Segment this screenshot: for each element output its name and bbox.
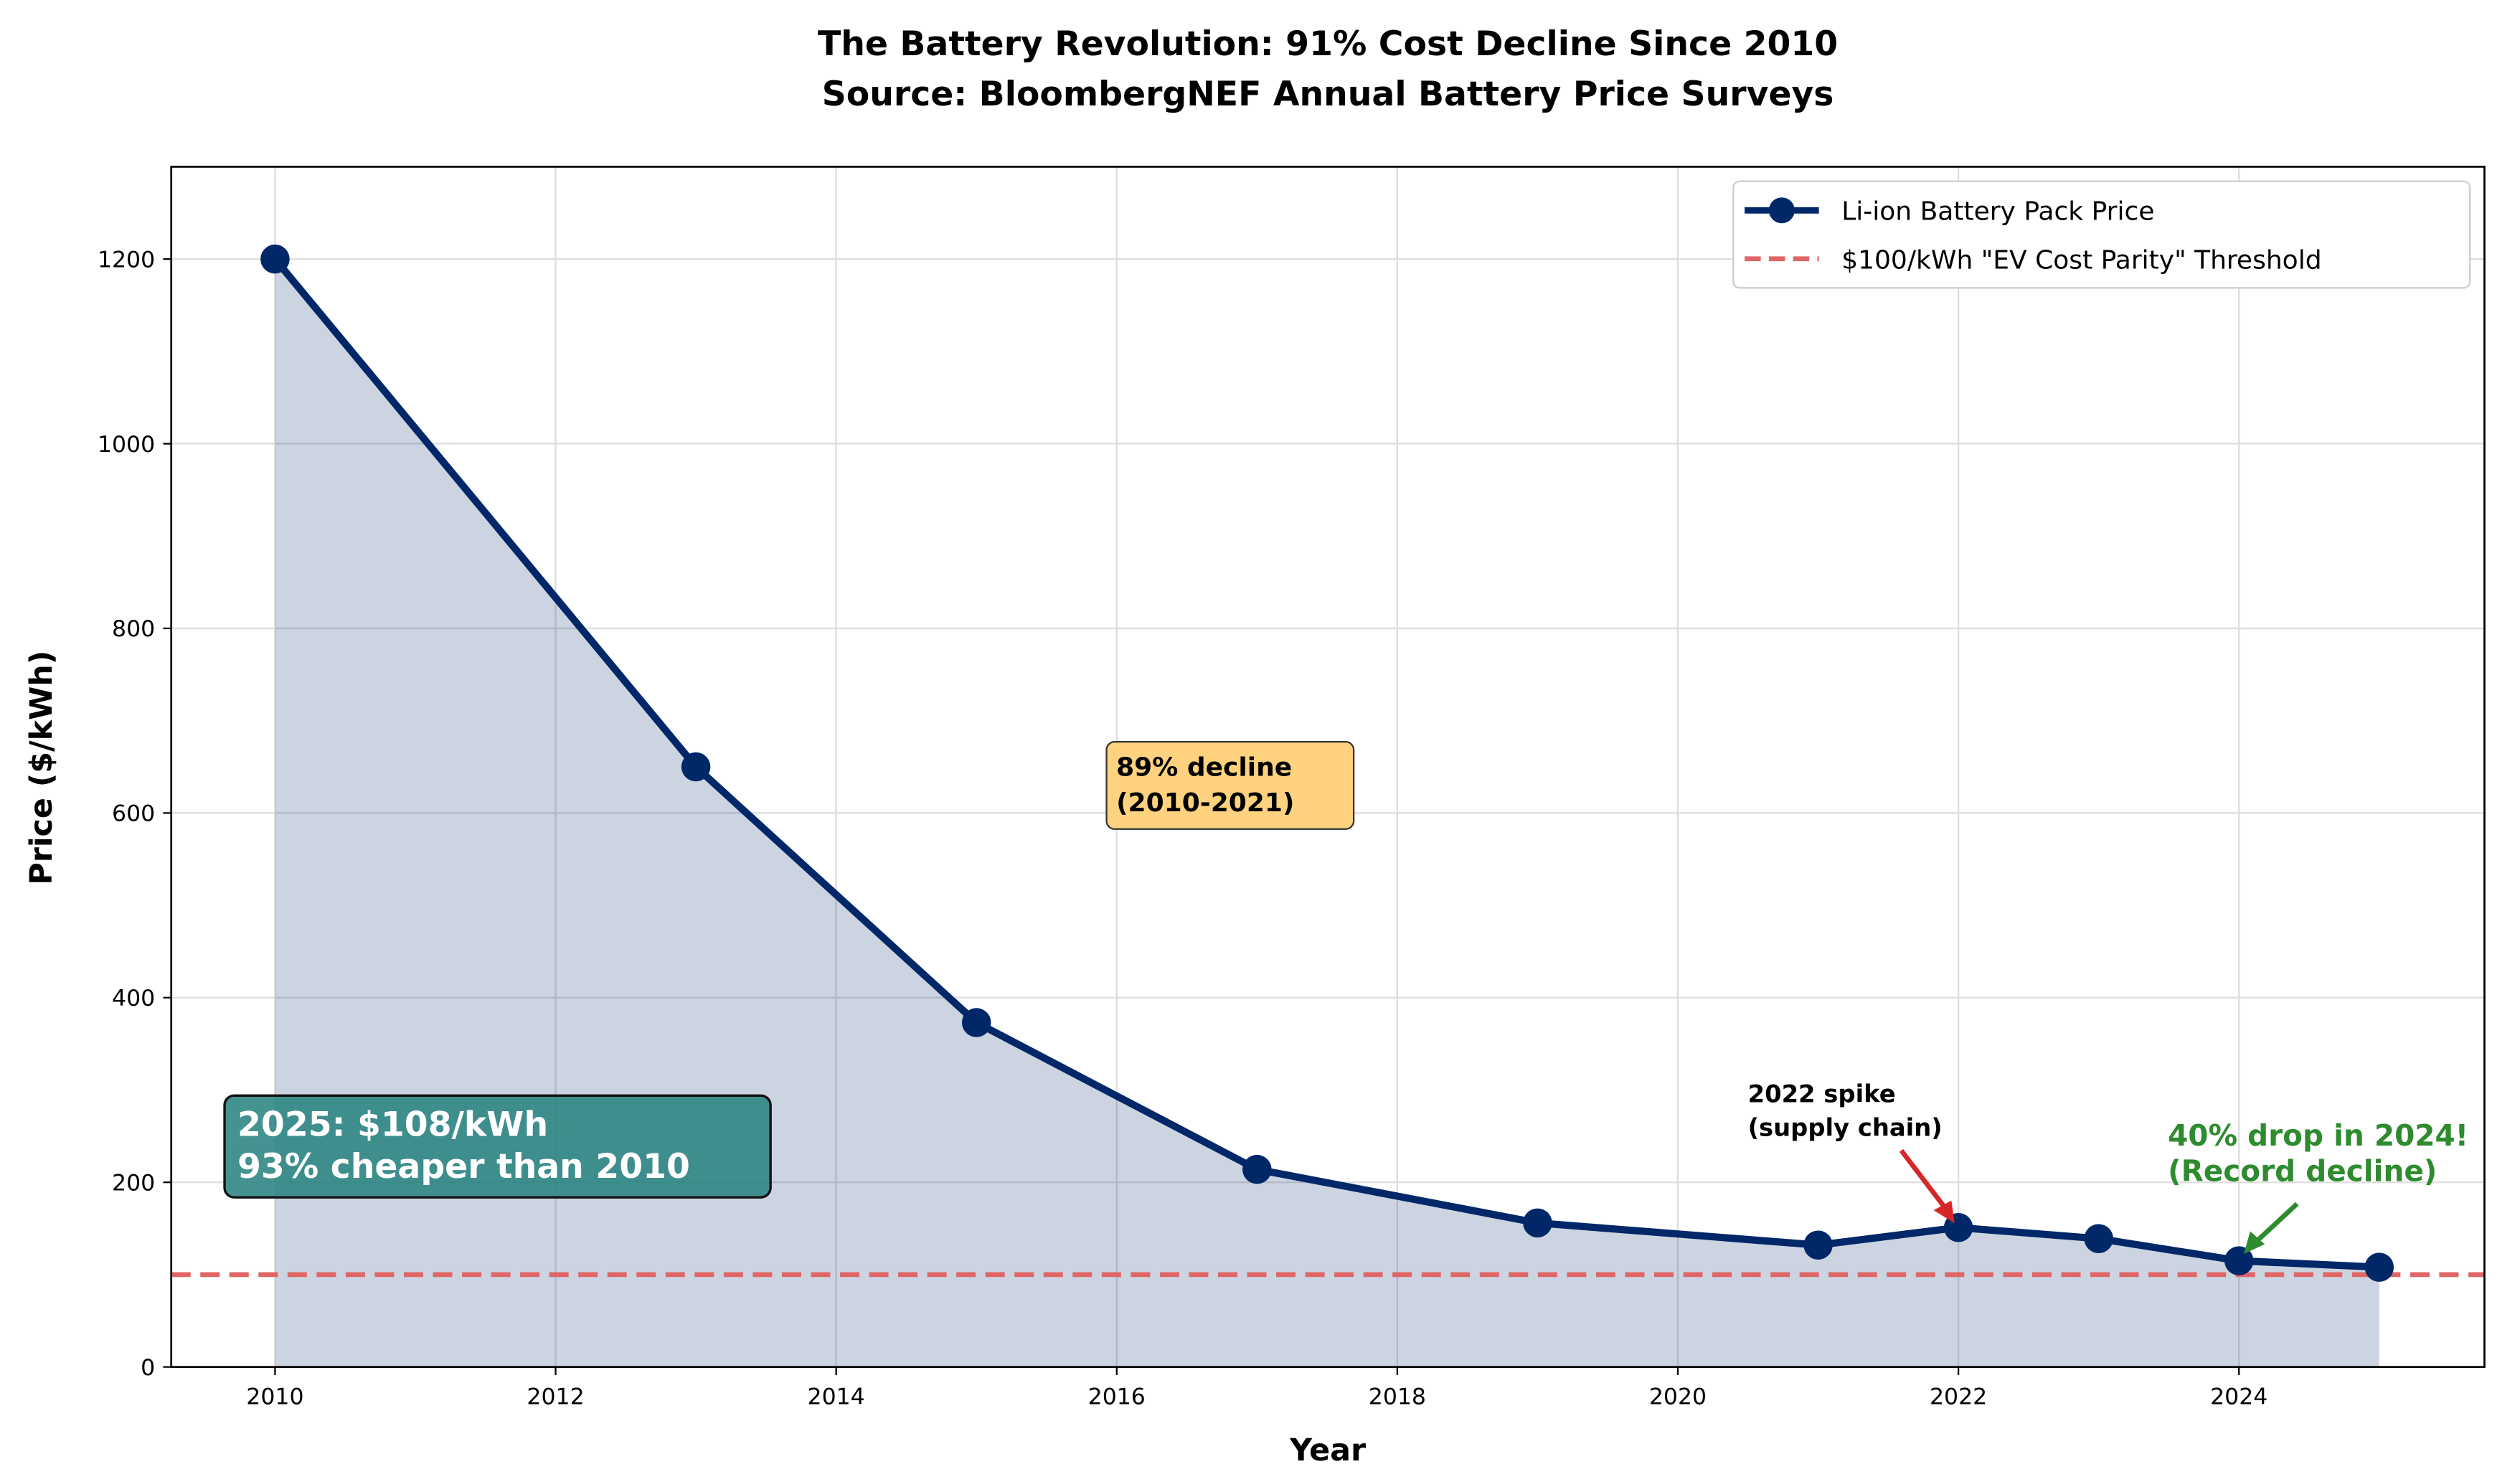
price-data-point (260, 244, 290, 274)
annotation-summary: 2025: $108/kWh 93% cheaper than 2010 (223, 1094, 772, 1199)
legend-marker-icon (1768, 197, 1795, 224)
x-tick-label: 2012 (527, 1384, 584, 1410)
x-tick-label: 2022 (1930, 1384, 1987, 1410)
legend-label-threshold: $100/kWh "EV Cost Parity" Threshold (1841, 245, 2321, 275)
y-tick-label: 400 (112, 986, 155, 1011)
legend-box (1732, 180, 2471, 289)
annotation-decline-line1: 89% decline (1116, 752, 1292, 782)
y-tick-label: 600 (112, 801, 155, 827)
annotation-spike-arrow (1899, 1148, 1950, 1214)
annotation-spike-line1: 2022 spike (1748, 1080, 1896, 1108)
annotation-spike-arrowhead (1933, 1200, 1955, 1224)
price-data-point (2364, 1252, 2394, 1282)
x-tick-label: 2016 (1088, 1384, 1146, 1410)
annotation-spike: 2022 spike (supply chain) (1748, 1080, 1955, 1224)
ticks: 2010 2012 2014 2016 2018 2020 2022 2024 0 200 400 6… (98, 247, 2267, 1410)
annotation-decline-line2: (2010-2021) (1116, 788, 1294, 818)
price-area-fill (275, 259, 2379, 1367)
x-tick-label: 2010 (246, 1384, 303, 1410)
annotation-summary-line2: 93% cheaper than 2010 (237, 1147, 690, 1186)
x-tick-label: 2020 (1649, 1384, 1707, 1410)
legend-label-price: Li-ion Battery Pack Price (1841, 197, 2154, 227)
x-tick-label: 2014 (808, 1384, 865, 1410)
legend: Li-ion Battery Pack Price $100/kWh "EV C… (1732, 180, 2471, 289)
annotation-summary-line1: 2025: $108/kWh (237, 1105, 548, 1145)
chart-subtitle: Source: BloombergNEF Annual Battery Pric… (822, 75, 1834, 114)
y-tick-label: 1000 (98, 432, 155, 458)
axes-frame (170, 166, 2486, 1368)
y-tick-label: 200 (112, 1170, 155, 1196)
price-data-point (2084, 1224, 2113, 1253)
y-axis-label: Price ($/kWh) (24, 651, 60, 885)
price-data-point (1523, 1208, 1552, 1238)
annotation-drop: 40% drop in 2024! (Record decline) (2168, 1118, 2468, 1254)
grid (171, 166, 2485, 1368)
price-data-point (961, 1008, 991, 1037)
price-data-point (2224, 1246, 2254, 1275)
y-tick-label: 800 (112, 616, 155, 642)
annotation-drop-line1: 40% drop in 2024! (2168, 1118, 2468, 1153)
y-tick-label: 1200 (98, 247, 155, 273)
chart-title: The Battery Revolution: 91% Cost Decline… (818, 24, 1838, 64)
x-tick-label: 2018 (1369, 1384, 1426, 1410)
price-data-point (681, 752, 711, 782)
price-line (272, 256, 2380, 1271)
annotation-summary-box (223, 1094, 772, 1199)
annotation-decline-box (1105, 741, 1355, 830)
annotation-drop-arrowhead (2243, 1231, 2265, 1254)
price-data-point (1242, 1154, 1272, 1184)
annotation-drop-arrow (2252, 1202, 2299, 1246)
x-axis-label: Year (1289, 1433, 1366, 1468)
plot-area (171, 244, 2485, 1367)
annotation-spike-line2: (supply chain) (1748, 1114, 1943, 1142)
y-tick-label: 0 (141, 1355, 155, 1381)
annotation-decline: 89% decline (2010-2021) (1105, 741, 1355, 830)
x-tick-label: 2024 (2210, 1384, 2267, 1410)
annotation-drop-line2: (Record decline) (2168, 1154, 2437, 1189)
price-data-point (1803, 1230, 1833, 1260)
